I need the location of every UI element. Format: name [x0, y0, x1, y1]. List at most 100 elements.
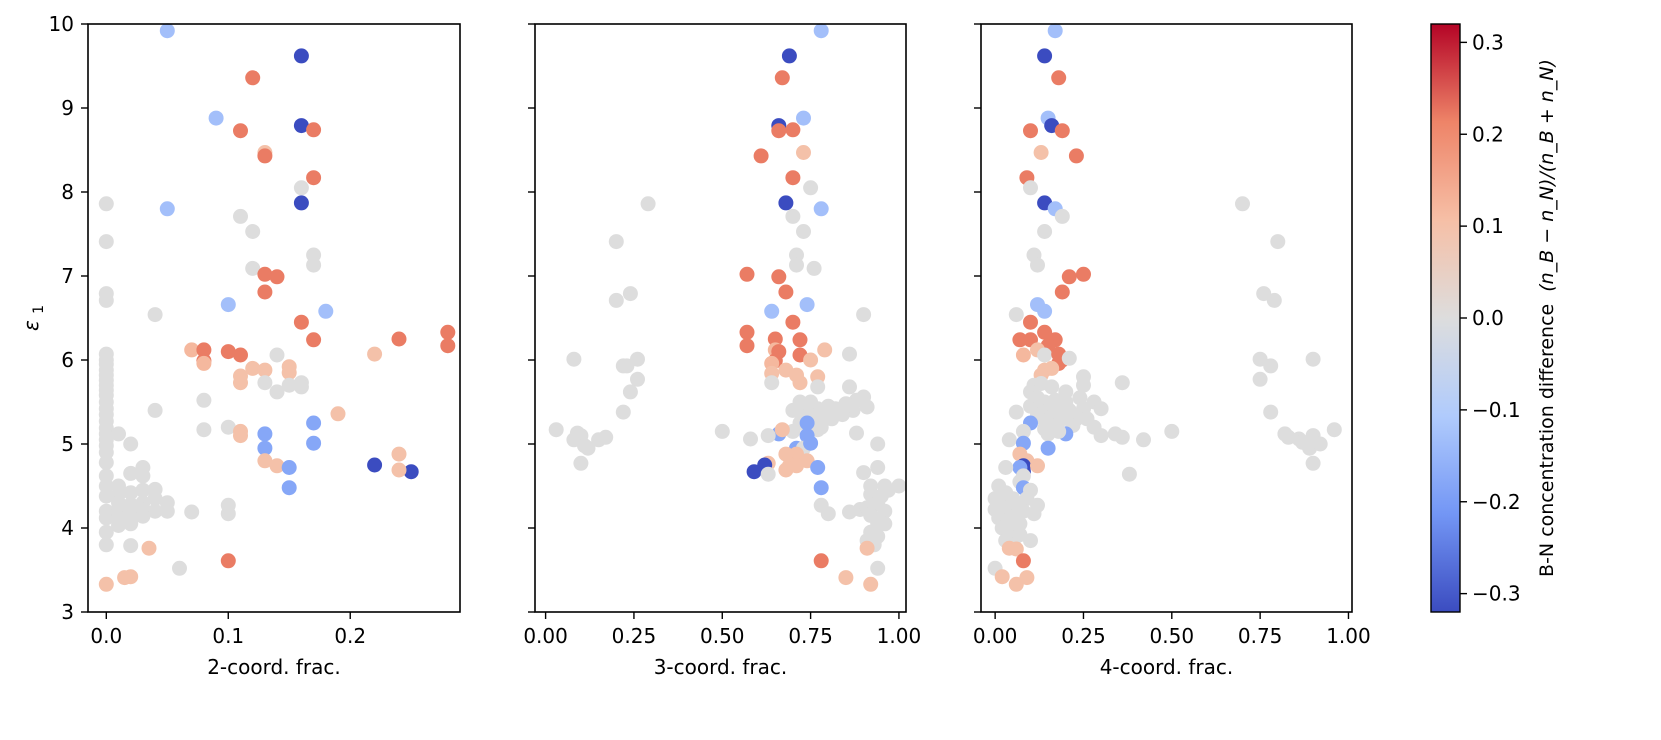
- data-point: [1076, 377, 1091, 393]
- data-point: [799, 415, 815, 431]
- data-point: [293, 195, 309, 211]
- data-point: [842, 346, 857, 362]
- data-point: [281, 365, 297, 381]
- data-point: [739, 324, 755, 340]
- data-point: [810, 379, 826, 395]
- data-point: [753, 148, 769, 164]
- data-point: [1164, 423, 1180, 439]
- data-point: [1051, 70, 1067, 86]
- colorbar-tick-label: −0.1: [1472, 398, 1521, 422]
- data-point: [318, 303, 334, 319]
- data-point: [196, 355, 212, 371]
- data-point: [778, 446, 794, 462]
- panel-1-points: [98, 23, 456, 592]
- data-point: [123, 516, 139, 532]
- panel-2-x-label: 3-coord. frac.: [654, 655, 788, 679]
- data-point: [391, 446, 407, 462]
- colorbar-tick-label: 0.2: [1472, 122, 1504, 146]
- data-point: [1030, 257, 1045, 273]
- data-point: [1270, 234, 1286, 250]
- data-point: [1015, 347, 1031, 363]
- data-point: [281, 460, 297, 475]
- data-point: [98, 537, 114, 553]
- colorbar-tick-label: 0.3: [1472, 30, 1504, 54]
- data-point: [293, 379, 309, 395]
- data-point: [98, 524, 114, 540]
- data-point: [608, 234, 624, 250]
- data-point: [123, 485, 139, 501]
- data-point: [1054, 284, 1070, 300]
- data-point: [771, 123, 787, 139]
- data-point: [172, 560, 187, 576]
- data-point: [870, 460, 886, 475]
- data-point: [813, 553, 829, 569]
- data-point: [870, 560, 886, 576]
- data-point: [220, 419, 236, 435]
- x-tick-label: 0.50: [700, 624, 745, 648]
- data-point: [403, 464, 419, 480]
- x-tick-label: 1.00: [1326, 624, 1371, 648]
- data-point: [739, 338, 755, 354]
- data-point: [98, 488, 114, 504]
- panels-layer: 0.0 0.1 0.2 2-coord. frac. 3 4 5 6 7 8 9 10 0.00 0.25…: [49, 12, 1371, 679]
- x-tick-label: 0.75: [788, 624, 833, 648]
- data-point: [778, 195, 794, 211]
- data-point: [1263, 404, 1279, 420]
- x-tick-label: 0.1: [212, 624, 244, 648]
- data-point: [306, 170, 322, 186]
- data-point: [245, 224, 261, 239]
- data-point: [764, 375, 780, 391]
- data-point: [98, 510, 114, 526]
- data-point: [870, 436, 886, 452]
- data-point: [111, 518, 126, 533]
- data-point: [810, 460, 826, 475]
- data-point: [1023, 314, 1038, 330]
- data-point: [764, 303, 780, 319]
- data-point: [1037, 347, 1053, 363]
- y-tick-label: 7: [61, 264, 74, 288]
- data-point: [233, 375, 248, 391]
- data-point: [306, 257, 322, 273]
- data-point: [1136, 432, 1151, 448]
- data-point: [1012, 516, 1028, 532]
- data-point: [622, 286, 638, 302]
- data-point: [813, 480, 829, 496]
- data-point: [391, 331, 407, 347]
- data-point: [792, 332, 808, 348]
- data-point: [257, 453, 273, 469]
- data-point: [1054, 123, 1070, 139]
- x-tick-label: 1.00: [877, 624, 922, 648]
- y-tick-label: 3: [61, 600, 74, 624]
- data-point: [269, 347, 285, 363]
- panel-2-frame: [534, 23, 907, 613]
- data-point: [367, 346, 383, 362]
- data-point: [1047, 23, 1063, 39]
- data-point: [630, 371, 645, 387]
- data-point: [803, 352, 819, 368]
- data-point: [1001, 432, 1017, 448]
- data-point: [817, 342, 833, 358]
- data-point: [994, 569, 1010, 585]
- data-point: [1015, 503, 1031, 519]
- data-point: [856, 307, 872, 323]
- data-point: [257, 266, 273, 282]
- data-point: [746, 464, 762, 480]
- data-point: [771, 269, 787, 285]
- data-point: [1305, 455, 1321, 471]
- colorbar-tick-label: 0.1: [1472, 214, 1504, 238]
- x-tick-label: 0.0: [90, 624, 122, 648]
- data-point: [566, 351, 582, 367]
- data-point: [269, 384, 285, 400]
- data-point: [245, 260, 261, 276]
- data-point: [619, 358, 635, 374]
- data-point: [842, 379, 857, 395]
- data-point: [1235, 196, 1250, 212]
- data-point: [196, 422, 212, 438]
- data-point: [640, 196, 656, 212]
- data-point: [548, 422, 564, 438]
- data-point: [391, 462, 407, 478]
- data-point: [767, 331, 783, 347]
- data-point: [1015, 553, 1031, 569]
- data-point: [306, 415, 322, 431]
- data-point: [778, 284, 794, 300]
